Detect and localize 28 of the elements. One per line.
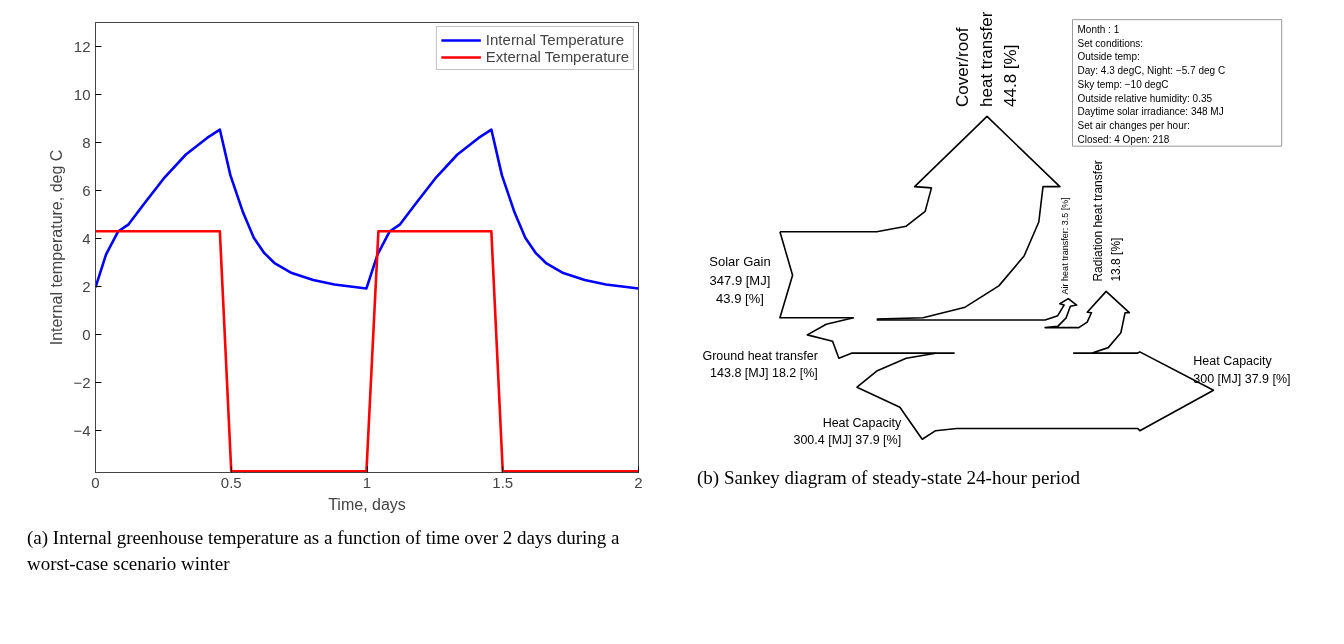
line-series — [95, 128, 639, 290]
y-axis-title: Internal temperature, deg C — [48, 149, 66, 346]
x-tick-label: 2 — [634, 473, 643, 491]
y-tick-label: 4 — [82, 229, 91, 247]
text: Cover/roof heat transfer 44.8 [%] — [953, 11, 1020, 107]
text: Solar Gain 347.9 [MJ] 43.9 [%] — [709, 253, 771, 307]
text: (b) Sankey diagram of steady-state 24-hour period — [697, 466, 1081, 490]
legend-label: External Temperature — [485, 48, 629, 65]
text: Heat Capacity 300.4 [MJ] 37.9 [%] — [793, 415, 902, 448]
text: (a) Internal greenhouse temperature as a function of time over 2 days during a worst-case scenario winter — [27, 526, 621, 576]
text: Heat Capacity 300 [MJ] 37.9 [%] — [1193, 354, 1291, 386]
x-axis-title: Time, days — [328, 495, 406, 513]
text: Ground heat transfer 143.8 [MJ] 18.2 [%] — [702, 348, 818, 381]
legend-label: Internal Temperature — [485, 31, 624, 48]
y-tick-label: −2 — [73, 373, 91, 391]
x-tick-label: 1 — [362, 473, 372, 491]
y-tick-label: −4 — [73, 421, 91, 439]
y-tick-label: 2 — [82, 277, 91, 295]
text: Air heat transfer: 3.5 [%] — [1060, 197, 1071, 295]
x-tick-label: 0.5 — [220, 473, 242, 491]
y-tick-label: 12 — [73, 37, 91, 55]
text: Month : 1 Set conditions: Outside temp: Day: 4.3 degC, Night: −5.7 deg C Sky temp: −10 degC Outside relative humidity: 0.35 Daytime solar irradiance: 348 MJ Set air changes per hour: Closed: 4 Open: 218 — [1077, 23, 1226, 145]
y-tick-label: 8 — [82, 133, 91, 151]
text: Radiation heat transfer 13.8 [%] — [1091, 160, 1123, 282]
y-tick-label: 6 — [82, 181, 91, 199]
x-tick-label: 1.5 — [492, 473, 514, 491]
y-tick-label: 0 — [82, 325, 91, 343]
y-tick-label: 10 — [73, 85, 91, 103]
